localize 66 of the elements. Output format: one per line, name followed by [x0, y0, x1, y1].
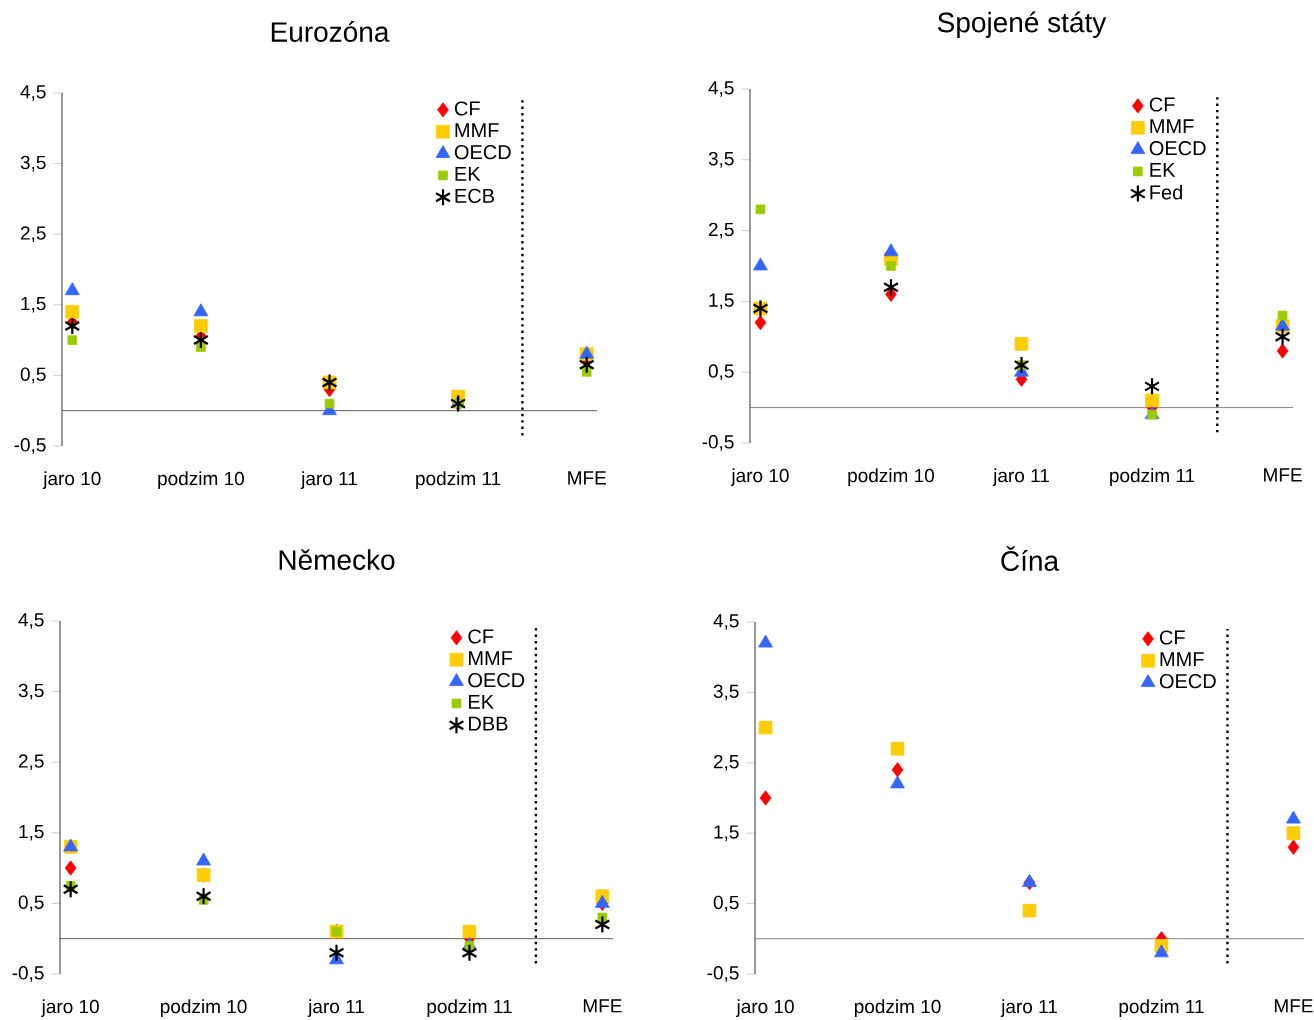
legend-label: OECD — [454, 145, 511, 160]
y-tick-label: 2,5 — [18, 754, 44, 771]
y-tick-label: 2,5 — [708, 222, 734, 239]
legend-label: MMF — [1160, 652, 1204, 667]
y-tick-label: 4,5 — [713, 614, 739, 630]
x-tick-label: jaro 10 — [730, 468, 789, 487]
legend-label: MMF — [455, 123, 499, 138]
x-tick-label: podzim 11 — [416, 471, 501, 490]
x-tick-label: jaro 11 — [300, 471, 357, 490]
x-tick-label: MFE — [1264, 468, 1302, 482]
legend-label: CF — [454, 101, 480, 116]
legend-label: CF — [468, 629, 494, 644]
x-tick-label: jaro 10 — [736, 999, 794, 1018]
y-tick-label: 2,5 — [20, 226, 46, 243]
y-tick-label: 1,5 — [21, 297, 46, 313]
x-tick-label: podzim 10 — [160, 999, 247, 1018]
y-tick-label: -0,5 — [702, 435, 734, 451]
x-tick-label: jaro 11 — [992, 468, 1049, 487]
legend-label: EK — [1150, 163, 1176, 177]
legend-label: DBB — [469, 716, 508, 731]
y-tick-label: 3,5 — [20, 155, 46, 172]
legend-label: ECB — [455, 188, 494, 203]
legend-label: EK — [469, 695, 494, 709]
y-tick-label: 0,5 — [20, 367, 46, 384]
y-tick-label: 1,5 — [19, 825, 44, 841]
y-tick-label: 4,5 — [20, 85, 46, 101]
x-tick-label: podzim 11 — [1119, 999, 1204, 1018]
legend-label: MMF — [1150, 119, 1194, 134]
y-tick-label: -0,5 — [14, 438, 46, 454]
y-tick-label: -0,5 — [12, 966, 44, 982]
x-tick-label: podzim 11 — [1110, 468, 1195, 487]
legend-label: EK — [455, 167, 481, 181]
legend-label: MMF — [469, 651, 513, 666]
y-tick-label: 3,5 — [708, 151, 734, 168]
x-tick-label: jaro 11 — [1000, 999, 1057, 1018]
x-tick-label: podzim 10 — [158, 471, 244, 490]
y-tick-label: 0,5 — [713, 895, 739, 912]
x-tick-label: podzim 10 — [854, 999, 941, 1018]
y-tick-label: 0,5 — [708, 364, 734, 381]
y-tick-label: 0,5 — [18, 895, 44, 912]
chart-title: Německo — [279, 549, 395, 570]
legend-label: CF — [1159, 630, 1185, 645]
chart-title: Eurozóna — [271, 21, 390, 42]
legend-label: CF — [1149, 97, 1175, 112]
legend-label: OECD — [1149, 141, 1206, 156]
y-tick-label: 3,5 — [713, 684, 739, 701]
y-tick-label: -0,5 — [707, 966, 739, 982]
y-tick-label: 2,5 — [713, 754, 739, 771]
legend-label: OECD — [468, 673, 525, 688]
chart-title: Čína — [1001, 546, 1060, 571]
x-tick-label: jaro 11 — [307, 999, 364, 1018]
y-tick-label: 4,5 — [708, 81, 734, 97]
x-tick-label: MFE — [1274, 999, 1313, 1013]
x-tick-label: jaro 10 — [41, 999, 99, 1018]
x-tick-label: MFE — [568, 471, 606, 485]
y-tick-label: 1,5 — [709, 293, 734, 310]
y-tick-label: 1,5 — [714, 825, 739, 841]
x-tick-label: MFE — [583, 999, 622, 1013]
y-tick-label: 4,5 — [18, 613, 44, 629]
chart-title: Spojené státy — [937, 11, 1107, 38]
x-tick-label: podzim 11 — [427, 999, 512, 1018]
x-tick-label: podzim 10 — [848, 468, 935, 487]
x-tick-label: jaro 10 — [42, 471, 101, 490]
legend-label: Fed — [1150, 184, 1182, 200]
y-tick-label: 3,5 — [18, 683, 44, 700]
legend-label: OECD — [1159, 674, 1216, 689]
